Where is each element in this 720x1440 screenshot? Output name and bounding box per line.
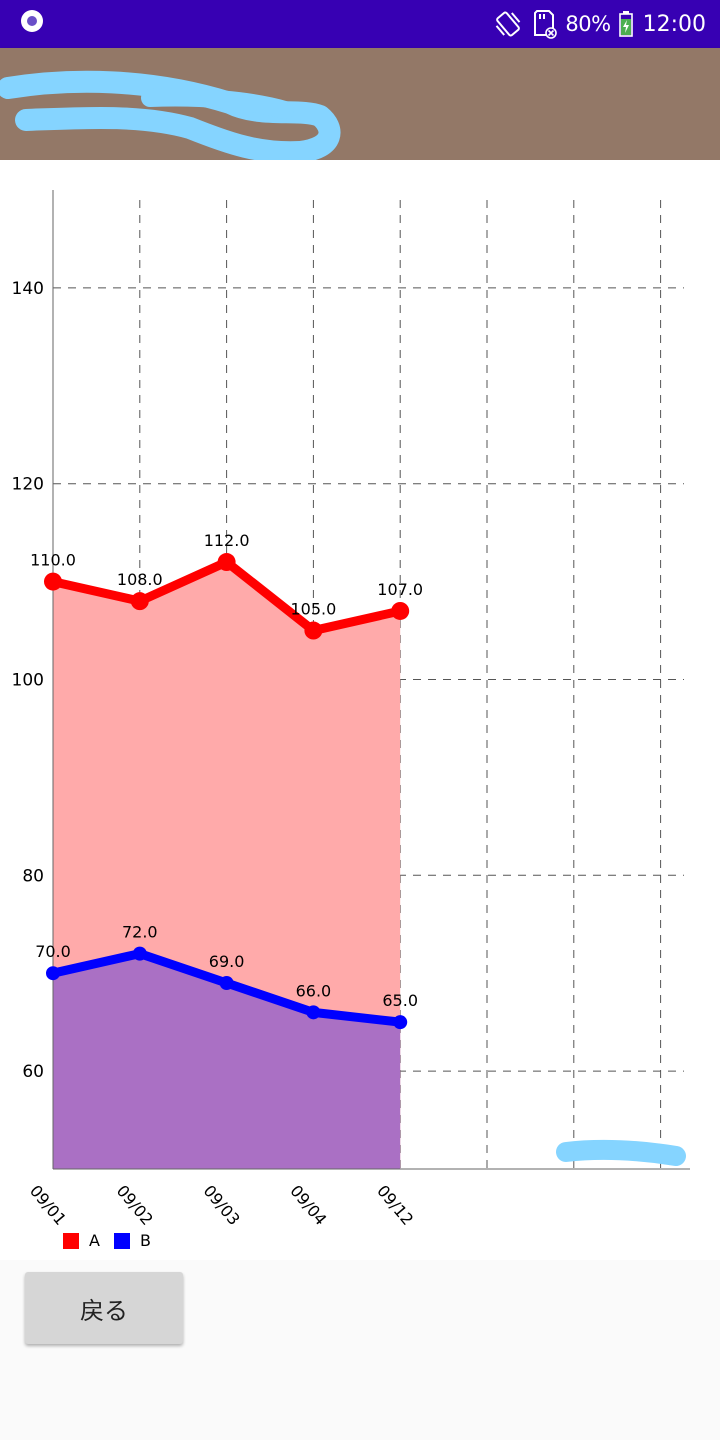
y-tick-label: 80 xyxy=(22,866,44,886)
y-tick-label: 140 xyxy=(12,279,44,299)
legend-swatch-a xyxy=(63,1232,79,1249)
data-label: 65.0 xyxy=(382,991,418,1010)
app-bar xyxy=(0,48,720,160)
data-label: 107.0 xyxy=(377,580,423,599)
status-clock: 12:00 xyxy=(642,11,706,37)
x-tick-label: 09/12 xyxy=(373,1181,417,1229)
data-label: 110.0 xyxy=(30,551,76,570)
data-point xyxy=(132,946,147,961)
y-tick-label: 60 xyxy=(22,1062,44,1082)
vibrate-icon xyxy=(496,11,521,37)
chart-area: 60 80 100 120 140 110.0 108.0 112.0 105.0 107.0 70… xyxy=(0,160,720,1260)
data-label: 112.0 xyxy=(204,531,250,550)
data-point xyxy=(44,572,62,591)
data-point xyxy=(393,1015,408,1030)
legend-label-b: B xyxy=(139,1231,151,1250)
sd-card-error-icon xyxy=(534,10,558,39)
legend-item-b: B xyxy=(113,1231,151,1250)
x-tick-label: 09/02 xyxy=(113,1181,157,1229)
legend-label-a: A xyxy=(89,1231,100,1250)
data-label: 66.0 xyxy=(296,981,332,1000)
data-label: 72.0 xyxy=(122,923,158,942)
line-chart: 60 80 100 120 140 110.0 108.0 112.0 105.0 107.0 70… xyxy=(12,190,690,1229)
legend-swatch-b xyxy=(113,1232,130,1249)
data-label: 108.0 xyxy=(117,570,163,589)
x-tick-label: 09/01 xyxy=(26,1181,70,1229)
x-tick-label: 09/03 xyxy=(200,1181,244,1229)
data-label: 105.0 xyxy=(290,600,336,619)
data-point xyxy=(219,975,234,990)
redaction-scribble xyxy=(0,70,341,160)
status-bar: 80% 12:00 xyxy=(0,0,720,48)
data-point xyxy=(46,966,60,981)
series-area-b xyxy=(53,953,401,1169)
chart-legend: A B xyxy=(63,1231,165,1250)
battery-charging-icon xyxy=(618,11,633,37)
status-icons: 80% 12:00 xyxy=(493,0,706,48)
y-tick-label: 100 xyxy=(12,671,44,691)
y-tick-label: 120 xyxy=(12,475,44,495)
legend-item-a: A xyxy=(63,1231,100,1250)
battery-percent: 80% xyxy=(565,12,611,36)
data-point xyxy=(304,621,323,640)
data-point xyxy=(306,1005,321,1020)
redaction-scribble xyxy=(556,1139,686,1166)
x-tick-label: 09/04 xyxy=(286,1181,330,1229)
back-button[interactable]: 戻る xyxy=(25,1272,183,1344)
data-point xyxy=(217,553,236,572)
data-point xyxy=(391,601,410,620)
app-notification-icon xyxy=(21,10,43,32)
data-point xyxy=(130,592,149,611)
data-label: 69.0 xyxy=(209,952,245,971)
data-label: 70.0 xyxy=(35,942,71,961)
